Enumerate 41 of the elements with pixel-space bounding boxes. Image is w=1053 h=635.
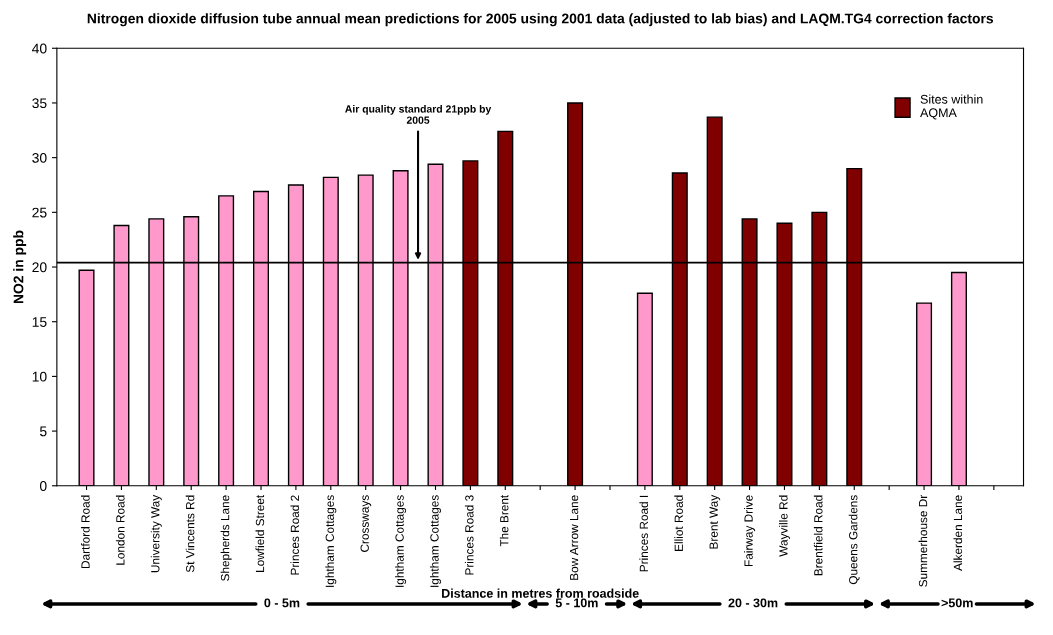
x-tick-label: Brent Way	[709, 494, 721, 549]
text: >50m	[941, 598, 973, 608]
x-tick-label: University Way	[150, 494, 162, 573]
y-tick-label: 35	[32, 98, 47, 109]
x-tick-label: Ightham Cottages	[325, 495, 337, 587]
x-tick-label: Lowfield Street	[255, 494, 265, 572]
x-tick-label: London Road	[115, 495, 125, 565]
x-tick-label: Elliot Road	[674, 495, 683, 551]
y-tick-label: 25	[32, 207, 47, 218]
x-tick-label: Crossways	[360, 495, 372, 552]
x-tick-label: Shepherds Lane	[220, 495, 232, 581]
y-tick-label: 15	[32, 317, 47, 327]
y-tick-label: 30	[32, 152, 47, 163]
x-tick-label: Summerhouse Dr	[918, 494, 928, 587]
x-tick-label: Ightham Cottages	[429, 495, 441, 587]
x-tick-label: Princes Road 3	[464, 495, 474, 575]
x-tick-label: Brentfield Road	[813, 495, 823, 576]
x-tick-label: Alkerden Lane	[953, 495, 963, 571]
ref-line-label: Air quality standard 21ppb by 2005	[345, 104, 492, 124]
y-tick-label: 0	[39, 481, 47, 491]
y-tick-label: 10	[32, 371, 47, 382]
x-tick-label: Princes Road 2	[290, 495, 300, 575]
x-tick-label: The Brent	[499, 494, 509, 547]
chart-title: Nitrogen dioxide diffusion tube annual mean predictions for 2005 using 2001 data (adjusted to lab bias) and LAQM.TG4 correction factors	[87, 13, 994, 27]
x-tick-label: Queens Gardens	[848, 495, 860, 585]
x-tick-label: Fairway Drive	[744, 495, 756, 566]
x-axis-title: Distance in metres from roadside	[442, 588, 639, 598]
y-tick-label: 5	[39, 426, 47, 437]
text: 0 - 5m	[264, 598, 300, 608]
text: 20 - 30m	[728, 598, 778, 608]
y-tick-label: 20	[32, 262, 47, 273]
x-tick-label: St Vincents Rd	[185, 495, 195, 573]
legend-label: Sites within AQMA	[920, 94, 983, 120]
y-tick-label: 40	[32, 43, 47, 54]
text: 5 - 10m	[555, 598, 598, 608]
x-tick-label: Bow Arrow Lane	[570, 495, 579, 580]
x-tick-label: Princes Road I	[639, 495, 649, 572]
y-axis-title: NO2 in ppb	[13, 230, 27, 304]
x-tick-label: Ightham Cottages	[395, 495, 407, 587]
x-tick-label: Wayville Rd	[778, 495, 790, 557]
x-tick-label: Dartford Road	[81, 495, 90, 568]
